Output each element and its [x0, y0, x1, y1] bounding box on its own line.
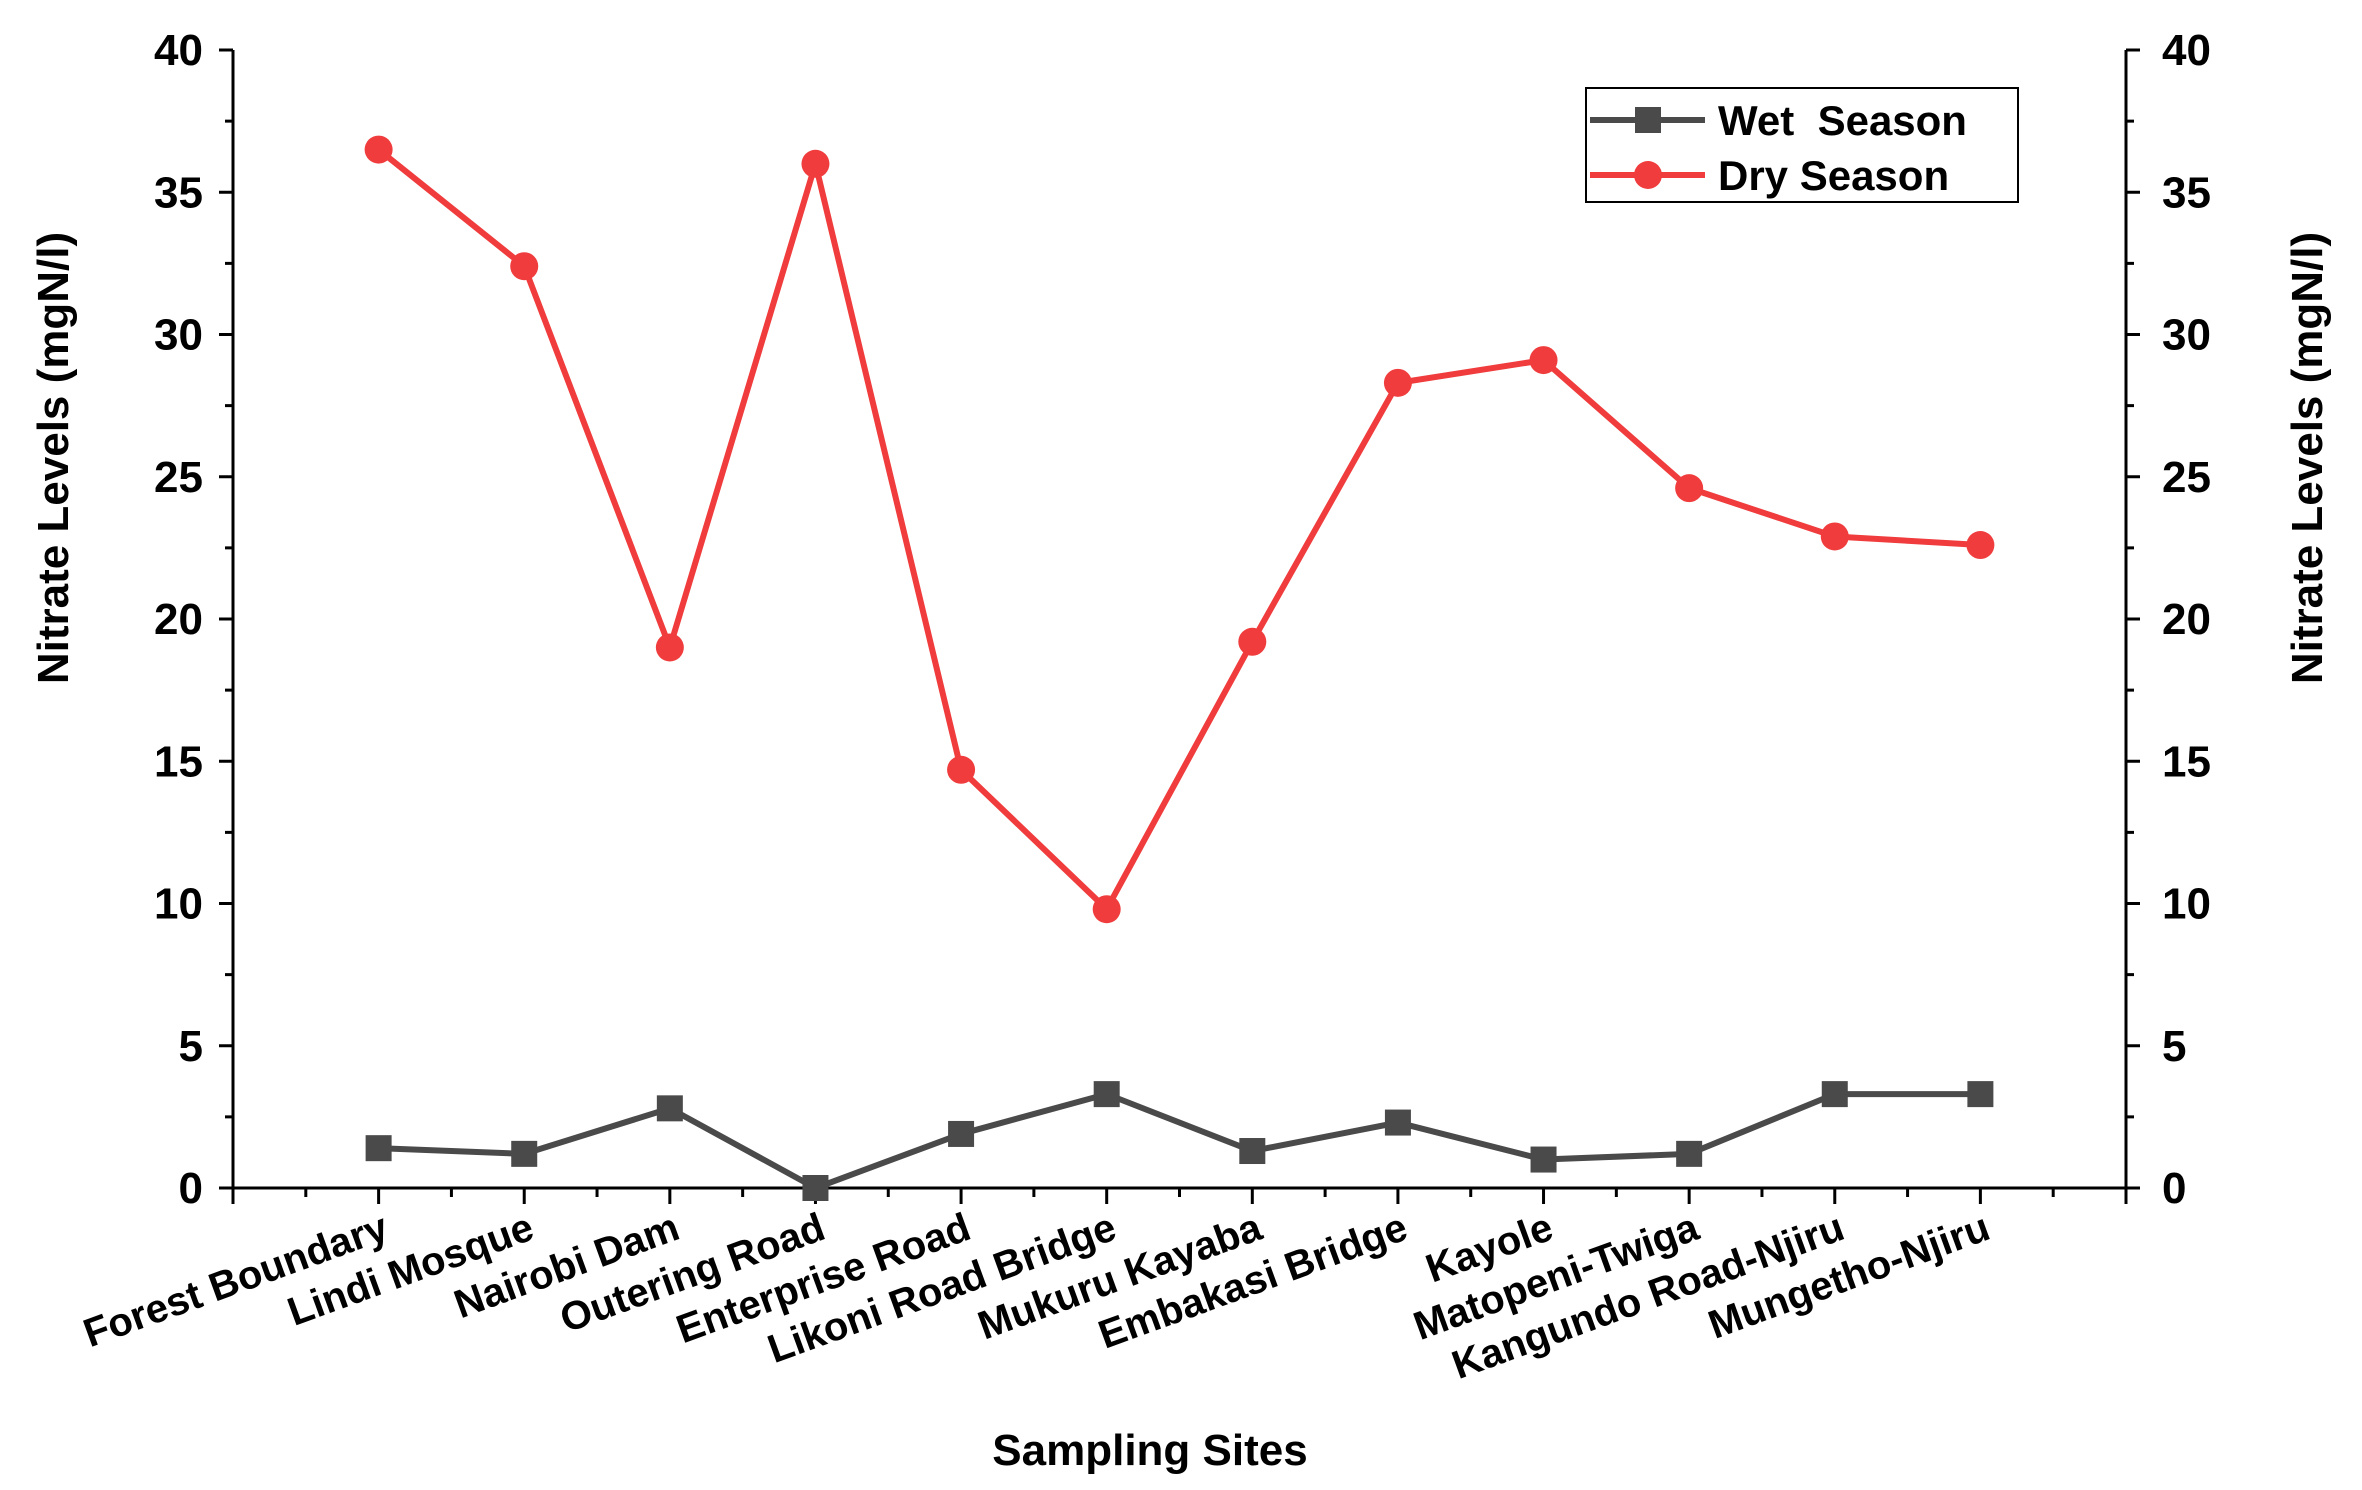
data-point-wet: [948, 1120, 975, 1147]
y-left-tick-label: 20: [154, 595, 203, 644]
legend-wet-marker: [1635, 107, 1661, 133]
series-dry-season: [364, 135, 1995, 924]
data-point-wet: [365, 1135, 392, 1162]
y-left-tick-label: 15: [154, 737, 203, 786]
y-right-tick-label: 40: [2162, 26, 2211, 75]
x-axis-title: Sampling Sites: [992, 1426, 1307, 1475]
series-line: [378, 1091, 1981, 1191]
y-right-tick-label: 35: [2162, 168, 2211, 217]
y-right-tick-label: 10: [2162, 880, 2211, 929]
data-point-wet: [1821, 1081, 1848, 1108]
data-point-wet: [802, 1175, 829, 1201]
data-point-dry: [1238, 627, 1267, 656]
y-left-tick-label: 40: [154, 26, 203, 75]
y-left-tick-label: 5: [179, 1022, 203, 1071]
series-layer: [364, 135, 1995, 1201]
legend-dry-marker: [1634, 161, 1662, 189]
data-point-dry: [947, 755, 976, 784]
legend: Wet Season Dry Season: [1585, 87, 2019, 203]
y-left-tick-label: 25: [154, 453, 203, 502]
y-left-tick-label: 0: [179, 1164, 203, 1213]
y-right-tick-label: 5: [2162, 1022, 2186, 1071]
data-point-dry: [1529, 346, 1558, 375]
data-point-wet: [1676, 1140, 1703, 1167]
y-right-tick-label: 30: [2162, 311, 2211, 360]
data-point-dry: [801, 149, 830, 178]
legend-wet-label: Wet Season: [1718, 97, 1967, 144]
y-axis-left-title: Nitrate Levels (mgN/l): [29, 232, 78, 684]
data-point-dry: [1092, 895, 1121, 924]
data-point-wet: [1239, 1138, 1266, 1165]
data-point-wet: [656, 1095, 683, 1122]
data-point-wet: [1530, 1146, 1557, 1173]
data-point-wet: [511, 1140, 538, 1167]
data-point-dry: [1675, 474, 1704, 503]
y-right-tick-label: 25: [2162, 453, 2211, 502]
data-point-dry: [510, 252, 539, 281]
y-axis-left: 0 5 10 15 20 25 30 35 40: [154, 26, 233, 1213]
data-point-dry: [655, 633, 684, 662]
y-right-tick-label: 0: [2162, 1164, 2186, 1213]
y-right-tick-label: 15: [2162, 737, 2211, 786]
data-point-wet: [1093, 1081, 1120, 1108]
plot-frame: [231, 50, 2128, 1190]
y-left-tick-label: 35: [154, 168, 203, 217]
data-point-dry: [364, 135, 393, 164]
data-point-dry: [1966, 531, 1995, 560]
data-point-wet: [1384, 1109, 1411, 1136]
y-left-tick-label: 30: [154, 311, 203, 360]
y-axis-right-title: Nitrate Levels (mgN/l): [2283, 232, 2332, 684]
legend-dry-label: Dry Season: [1718, 152, 1949, 199]
y-axis-right: 0 5 10 15 20 25 30 35 40: [2126, 26, 2211, 1213]
y-right-tick-label: 20: [2162, 595, 2211, 644]
series-line: [376, 147, 1981, 913]
data-point-dry: [1383, 368, 1412, 397]
series-wet-season: [365, 1081, 1994, 1201]
data-point-wet: [1967, 1081, 1994, 1108]
y-left-tick-label: 10: [154, 880, 203, 929]
data-point-dry: [1820, 522, 1849, 551]
